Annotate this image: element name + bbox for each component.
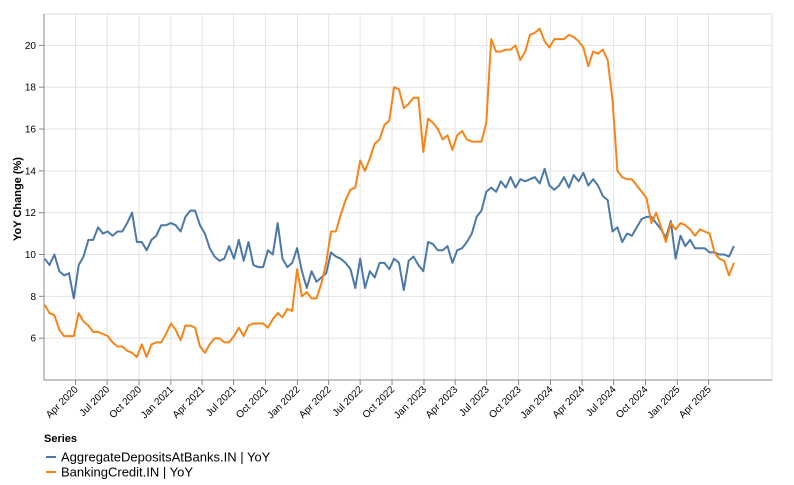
gridlines bbox=[43, 13, 773, 381]
y-tick-label: 18 bbox=[25, 83, 37, 94]
y-tick-label: 14 bbox=[25, 166, 37, 177]
x-tick-label: Jan 2023 bbox=[392, 384, 429, 421]
y-tick-label: 16 bbox=[25, 125, 37, 136]
x-tick-label: Jan 2022 bbox=[266, 384, 303, 421]
y-tick-label: 8 bbox=[30, 292, 36, 303]
y-tick-label: 10 bbox=[25, 250, 37, 261]
x-tick-label: Apr 2020 bbox=[44, 384, 81, 421]
x-tick-label: Apr 2021 bbox=[171, 384, 208, 421]
legend-title: Series bbox=[44, 433, 77, 445]
legend-label: AggregateDepositsAtBanks.IN | YoY bbox=[61, 450, 271, 465]
x-tick-label: Jan 2024 bbox=[519, 384, 556, 421]
y-tick-label: 6 bbox=[30, 334, 36, 345]
x-tick-label: Jan 2021 bbox=[139, 384, 176, 421]
plot-frame bbox=[43, 13, 773, 381]
x-tick-label: Oct 2020 bbox=[108, 384, 145, 421]
series-lines bbox=[43, 27, 735, 358]
x-tick-label: Apr 2025 bbox=[677, 384, 714, 421]
x-tick-label: Oct 2024 bbox=[614, 384, 651, 421]
x-tick-label: Apr 2024 bbox=[551, 384, 588, 421]
y-axis-title: YoY Change (%) bbox=[12, 157, 24, 241]
series-line-credit bbox=[43, 27, 735, 358]
y-tick-label: 20 bbox=[25, 41, 37, 52]
x-tick-label: Oct 2023 bbox=[487, 384, 524, 421]
series-line-deposits bbox=[43, 167, 735, 300]
x-tick-label: Oct 2022 bbox=[361, 384, 398, 421]
x-tick-label: Apr 2023 bbox=[424, 384, 461, 421]
legend-label: BankingCredit.IN | YoY bbox=[61, 465, 193, 480]
x-tick-label: Oct 2021 bbox=[234, 384, 271, 421]
x-tick-label: Apr 2022 bbox=[297, 384, 334, 421]
x-tick-label: Jan 2025 bbox=[646, 384, 683, 421]
legend: Series AggregateDepositsAtBanks.IN | YoY… bbox=[44, 433, 271, 480]
y-tick-label: 12 bbox=[25, 208, 37, 219]
